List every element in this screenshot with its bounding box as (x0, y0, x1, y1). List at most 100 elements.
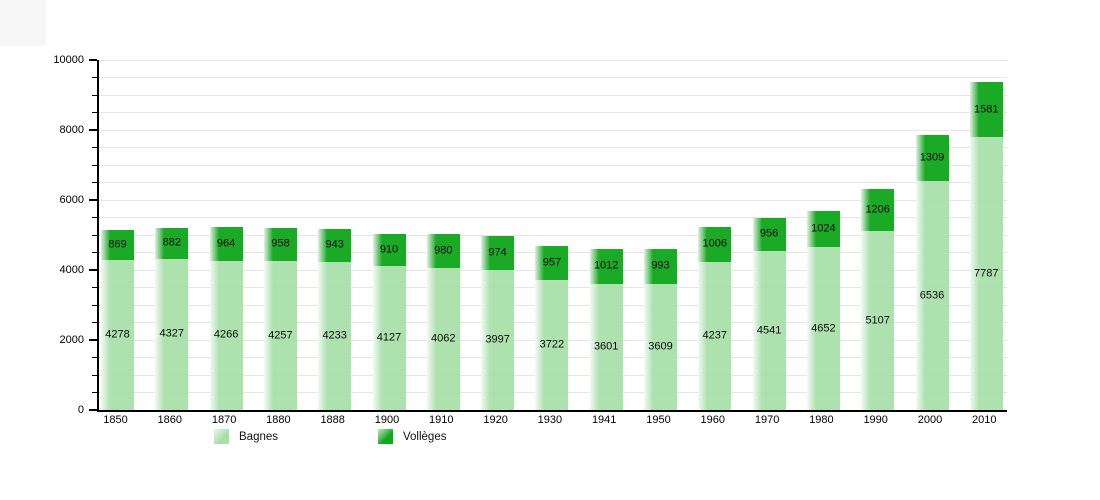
bar-value-bagnes-1860: 4327 (159, 327, 185, 340)
bar-2000: 6536 1309 (915, 135, 949, 410)
bar-value-volleges-1860: 882 (162, 236, 181, 249)
bar-value-volleges-1850: 869 (108, 238, 127, 251)
x-axis-tick-label: 1860 (157, 414, 183, 426)
gridline (99, 94, 1007, 96)
bar-1888: 4233 943 (318, 228, 352, 410)
bar-1980: 4652 1024 (806, 211, 840, 410)
bar-value-volleges-1941: 1012 (593, 259, 619, 272)
bar-value-bagnes-2000: 6536 (919, 289, 945, 302)
x-axis-tick-label: 1941 (591, 414, 617, 426)
bar-1920: 3997 974 (481, 236, 515, 410)
bar-1960: 4237 1006 (698, 226, 732, 410)
gridline (99, 182, 1007, 183)
y-axis-tick-label: 10000 (53, 54, 84, 66)
bar-1870: 4266 964 (209, 226, 243, 410)
x-axis-tick-label: 1900 (374, 414, 400, 426)
bar-1910: 4062 980 (426, 233, 460, 410)
legend-label-bagnes: Bagnes (239, 430, 279, 443)
bar-value-volleges-1960: 1006 (702, 237, 728, 250)
bar-value-bagnes-1850: 4278 (105, 328, 130, 341)
y-major-tick (89, 129, 97, 131)
bar-value-volleges-1980: 1024 (811, 222, 836, 235)
gridline (99, 59, 1007, 61)
y-minor-tick (92, 304, 97, 306)
x-axis-tick-label: 1980 (809, 414, 834, 426)
y-major-tick (89, 269, 97, 271)
gridline (99, 112, 1007, 113)
background-artifact (0, 0, 46, 46)
bar-value-bagnes-1920: 3997 (485, 333, 510, 346)
y-minor-tick (92, 252, 97, 253)
bar-value-volleges-1970: 956 (759, 227, 779, 240)
bar-value-bagnes-2010: 7787 (974, 267, 999, 280)
legend-swatch-bagnes (214, 429, 229, 444)
x-axis-tick-label: 1888 (320, 414, 345, 426)
y-axis-tick-label: 6000 (59, 194, 84, 206)
y-minor-tick (92, 182, 97, 183)
y-minor-tick (92, 94, 97, 96)
x-axis-tick-label: 1960 (700, 414, 726, 426)
bar-1860: 4327 882 (155, 227, 189, 410)
x-axis-tick-label: 1930 (537, 414, 563, 426)
bar-value-volleges-1888: 943 (325, 238, 344, 251)
y-axis-tick-label: 0 (77, 404, 84, 416)
bar-value-bagnes-1941: 3601 (593, 340, 619, 353)
bar-value-bagnes-1980: 4652 (811, 322, 836, 335)
y-minor-tick (92, 112, 97, 113)
y-axis-tick-label: 4000 (59, 264, 84, 276)
legend-item-volleges: Vollèges (378, 429, 446, 444)
bar-1850: 4278 869 (101, 229, 134, 410)
bar-1941: 3601 1012 (589, 248, 623, 410)
x-axis-tick-label: 2000 (917, 414, 943, 426)
y-major-tick (89, 409, 97, 411)
gridline (99, 147, 1007, 148)
y-minor-tick (92, 164, 97, 166)
bar-value-bagnes-1950: 3609 (648, 340, 673, 353)
y-minor-tick (92, 287, 97, 288)
bar-value-volleges-2000: 1309 (919, 151, 945, 164)
bar-1950: 3609 993 (644, 248, 677, 410)
bar-value-bagnes-1888: 4233 (322, 329, 347, 342)
plot-area: 4278 869 4327 882 4266 964 4257 958 4233 943 4127 9… (89, 59, 1007, 412)
gridline (99, 234, 1007, 236)
gridline (99, 199, 1007, 201)
y-major-tick (89, 199, 97, 201)
x-axis-tick-label: 1910 (429, 414, 454, 426)
x-axis-tick-label: 1990 (863, 414, 888, 426)
gridline (99, 164, 1007, 166)
bar-value-bagnes-1990: 5107 (865, 314, 890, 327)
legend-swatch-volleges (378, 429, 393, 444)
y-minor-tick (92, 147, 97, 148)
bar-value-volleges-1950: 993 (651, 259, 670, 272)
bar-value-volleges-1930: 957 (542, 256, 562, 269)
bar-value-bagnes-1880: 4257 (268, 329, 293, 341)
bar-2010: 7787 1581 (969, 82, 1003, 410)
bar-value-bagnes-1870: 4266 (213, 328, 239, 341)
x-axis-tick-label: 2010 (972, 414, 997, 426)
bar-value-bagnes-1970: 4541 (756, 324, 782, 337)
y-axis-tick-label: 2000 (59, 334, 84, 346)
bar-value-bagnes-1910: 4062 (431, 332, 456, 345)
y-major-tick (89, 59, 97, 61)
y-minor-tick (92, 357, 97, 358)
x-axis-tick-label: 1850 (103, 414, 128, 426)
bar-value-volleges-1920: 974 (488, 246, 507, 259)
gridline (99, 77, 1007, 78)
bar-value-volleges-1880: 958 (271, 237, 290, 250)
x-axis-tick-label: 1880 (266, 414, 291, 426)
y-minor-tick (92, 217, 97, 218)
bar-value-bagnes-1930: 3722 (539, 338, 565, 351)
x-axis-tick-label: 1950 (646, 414, 671, 426)
y-minor-tick (92, 374, 97, 376)
bar-1880: 4257 958 (263, 227, 297, 410)
y-minor-tick (92, 322, 97, 323)
y-minor-tick (92, 392, 97, 393)
legend-label-volleges: Vollèges (403, 430, 447, 443)
legend: Bagnes Vollèges (0, 429, 1100, 451)
bar-value-volleges-1900: 910 (379, 243, 399, 256)
y-axis-tick-label: 8000 (59, 124, 84, 136)
bar-value-volleges-1870: 964 (216, 237, 236, 250)
bar-value-volleges-2010: 1581 (974, 103, 999, 116)
bar-1970: 4541 956 (752, 217, 786, 410)
